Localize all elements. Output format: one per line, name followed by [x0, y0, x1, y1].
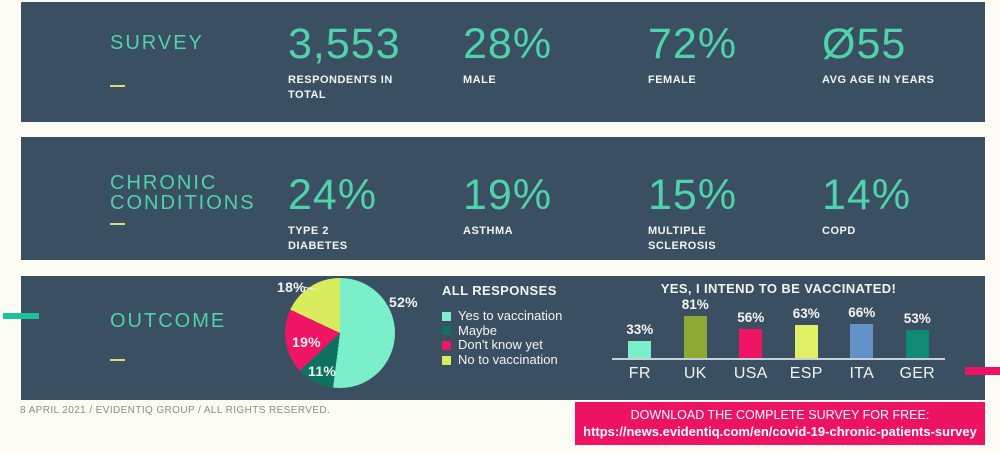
stat-label: MULTIPLE SCLEROSIS: [648, 225, 717, 253]
stat-value: 15%: [648, 171, 738, 219]
stat-asthma: 19% ASTHMA: [463, 173, 628, 239]
stat-value: Ø55: [822, 20, 907, 68]
legend-title: ALL RESPONSES: [442, 283, 557, 298]
stat-label: ASTHMA: [463, 225, 514, 237]
stat-copd: 14% COPD: [822, 173, 987, 239]
stat-value: 14%: [822, 171, 912, 219]
download-banner-url[interactable]: https://news.evidentiq.com/en/covid-19-c…: [583, 424, 977, 439]
stat-value: 19%: [463, 171, 553, 219]
bar-value-label: 63%: [792, 306, 820, 321]
stat-diabetes: 24% TYPE 2 DIABETES: [288, 173, 453, 255]
pie-legend: ALL RESPONSES Yes to vaccination Maybe Don…: [442, 283, 592, 367]
stat-label: COPD: [822, 225, 856, 237]
pie-label-dont-know: 19%: [292, 334, 321, 350]
panel-outcome: OUTCOME 52% 11% 19% 18% ALL RESPONSES Ye…: [21, 276, 985, 400]
stat-multiple-sclerosis: 15% MULTIPLE SCLEROSIS: [648, 173, 813, 255]
outcome-title-dash: [110, 359, 125, 361]
bar-rect: [905, 330, 929, 358]
legend-item: Yes to vaccination: [442, 309, 592, 324]
stat-value: 72%: [648, 20, 738, 68]
legend-item: No to vaccination: [442, 353, 592, 368]
legend-label: Maybe: [458, 322, 498, 338]
stat-female: 72% FEMALE: [648, 22, 813, 88]
legend-swatch: [442, 326, 451, 336]
legend-label: Yes to vaccination: [458, 308, 563, 324]
bar-value-label: 66%: [848, 305, 876, 320]
pie-label-maybe: 11%: [308, 363, 337, 379]
bar-value-label: 56%: [737, 310, 765, 325]
bar-column: 56%: [723, 310, 779, 358]
bar-value-label: 33%: [626, 322, 654, 337]
bar-chart-bars: 33% 81% 56% 63% 66% 53%: [612, 297, 946, 360]
stat-male: 28% MALE: [463, 22, 628, 88]
outcome-title: OUTCOME: [110, 310, 227, 332]
bar-rect: [683, 316, 707, 358]
chronic-title-dash: [110, 223, 125, 225]
pie-chart: [285, 278, 395, 388]
bar-column: 66%: [834, 305, 890, 358]
pie-legend-items: Yes to vaccination Maybe Don't know yet No …: [442, 309, 592, 367]
bar-rect: [628, 341, 652, 358]
legend-swatch: [442, 340, 451, 350]
stat-value: 28%: [463, 20, 553, 68]
bar-column: 53%: [890, 311, 946, 358]
stat-label: TYPE 2 DIABETES: [288, 225, 348, 253]
download-banner[interactable]: DOWNLOAD THE COMPLETE SURVEY FOR FREE: h…: [575, 402, 985, 445]
stat-label: FEMALE: [648, 74, 697, 86]
panel-survey: SURVEY 3,553 RESPONDENTS IN TOTAL 28% MA…: [21, 2, 985, 122]
bar-column: 33%: [612, 322, 668, 358]
download-banner-text: DOWNLOAD THE COMPLETE SURVEY FOR FREE:: [630, 408, 930, 422]
stat-avg-age: Ø55 AVG AGE IN YEARS: [822, 22, 987, 88]
stat-value: 3,553: [288, 20, 401, 68]
bar-chart-categories: FR UK USA ESP ITA GER: [612, 365, 945, 383]
legend-label: Don't know yet: [458, 337, 543, 353]
legend-item: Don't know yet: [442, 338, 592, 353]
bar-category-label: USA: [733, 365, 768, 382]
legend-label: No to vaccination: [458, 352, 558, 368]
teal-accent-line: [3, 313, 39, 319]
bar-chart-title: YES, I INTEND TO BE VACCINATED!: [660, 281, 897, 296]
bar-category-label: UK: [683, 365, 707, 382]
bar-category-label: ITA: [849, 365, 875, 382]
survey-title: SURVEY: [110, 32, 204, 54]
bar-category-label: GER: [899, 365, 936, 382]
stat-label: RESPONDENTS IN TOTAL: [288, 74, 393, 102]
stat-value: 24%: [288, 171, 378, 219]
pink-accent-line: [965, 367, 1000, 375]
bar-rect: [794, 325, 818, 358]
panel-chronic-conditions: CHRONIC CONDITIONS 24% TYPE 2 DIABETES 1…: [21, 137, 985, 260]
legend-swatch: [442, 311, 451, 321]
copyright-note: 8 APRIL 2021 / EVIDENTIQ GROUP / ALL RIG…: [20, 405, 331, 416]
bar-value-label: 81%: [681, 297, 709, 312]
stat-label: AVG AGE IN YEARS: [822, 74, 935, 86]
stat-respondents: 3,553 RESPONDENTS IN TOTAL: [288, 22, 453, 104]
bar-rect: [850, 324, 874, 358]
bar-value-label: 53%: [903, 311, 931, 326]
stat-label: MALE: [463, 74, 497, 86]
pie-label-no: 18%: [277, 279, 306, 295]
chronic-title: CHRONIC CONDITIONS: [110, 172, 256, 214]
legend-swatch: [442, 355, 451, 365]
pie-label-yes: 52%: [389, 294, 418, 310]
legend-item: Maybe: [442, 322, 592, 339]
bar-column: 63%: [779, 306, 835, 358]
survey-title-dash: [110, 85, 125, 87]
bar-category-label: ESP: [789, 365, 823, 382]
bar-category-label: FR: [628, 365, 651, 382]
bar-chart: YES, I INTEND TO BE VACCINATED! 33% 81% 56…: [612, 281, 945, 383]
bar-rect: [739, 329, 763, 358]
bar-column: 81%: [668, 297, 724, 358]
